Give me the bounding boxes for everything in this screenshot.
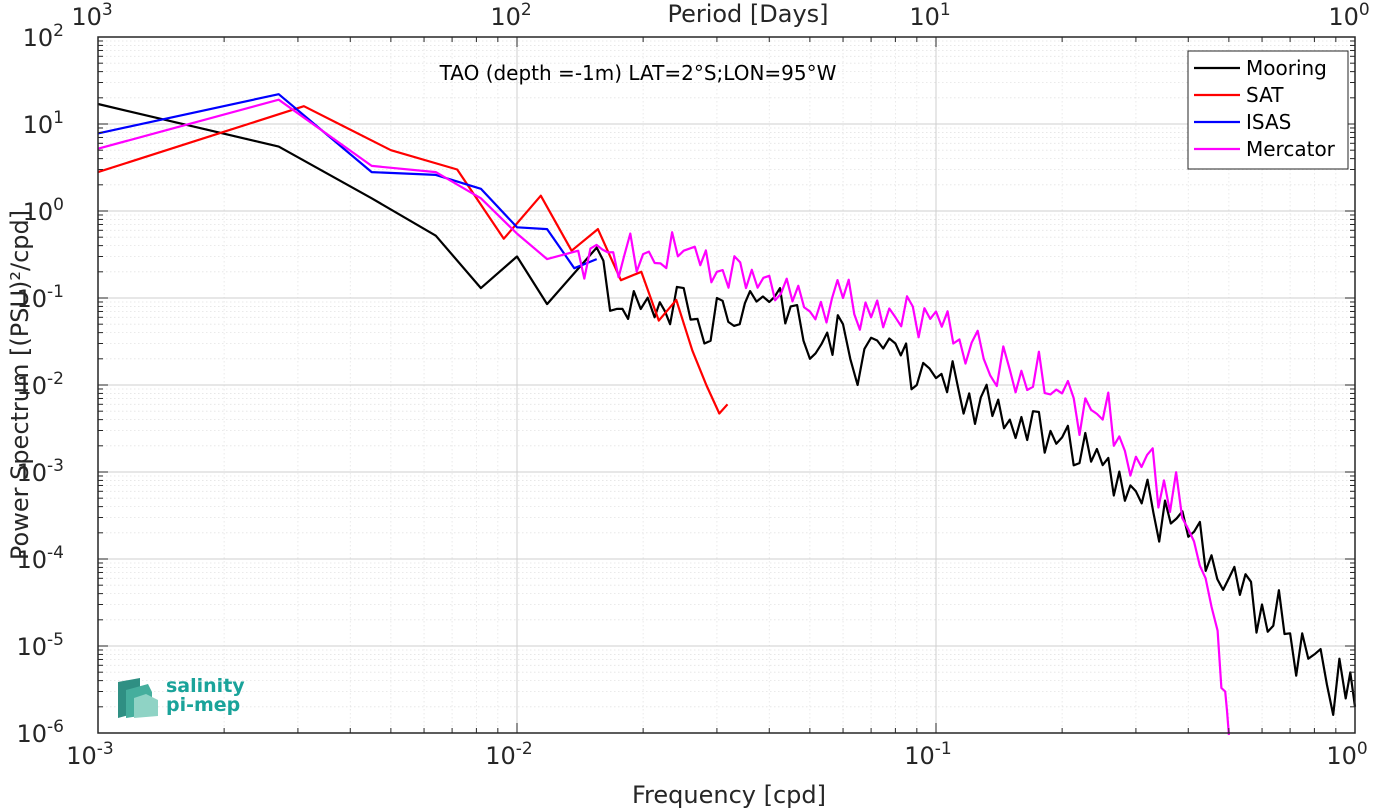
- series-line-mooring: [97, 102, 1357, 716]
- y-tick-label: 101: [23, 108, 64, 139]
- top-tick-label: 103: [71, 0, 112, 31]
- chart-title: TAO (depth =-1m) LAT=2°S;LON=95°W: [439, 61, 837, 85]
- x-tick-label: 10-2: [485, 739, 533, 770]
- top-tick-label: 102: [490, 0, 531, 31]
- legend: Mooring SAT ISAS Mercator: [1187, 50, 1349, 170]
- top-axis-label: Period [Days]: [667, 0, 828, 28]
- series-line-sat: [97, 105, 729, 415]
- logo-text-pi-mep: pi-mep: [166, 694, 240, 716]
- ticks: [97, 37, 1355, 734]
- legend-label-isas: ISAS: [1246, 110, 1291, 134]
- x-tick-label: 10-1: [904, 739, 952, 770]
- legend-label-sat: SAT: [1246, 83, 1284, 107]
- y-tick-label: 102: [23, 21, 64, 52]
- logo-mark-front: [134, 694, 158, 718]
- y-tick-label: 10-3: [17, 456, 65, 487]
- x-axis-label: Frequency [cpd]: [632, 781, 826, 809]
- y-tick-label: 10-5: [17, 630, 65, 661]
- y-tick-label: 10-1: [17, 282, 65, 313]
- top-tick-label: 101: [909, 0, 950, 31]
- legend-label-mooring: Mooring: [1246, 56, 1327, 80]
- y-tick-label: 10-4: [17, 543, 65, 574]
- y-tick-label: 100: [23, 195, 64, 226]
- logo-text-salinity: salinity: [166, 675, 245, 697]
- y-axis-label: Power Spectrum [(PSU)²/cpd]: [6, 210, 34, 560]
- series-group: [97, 93, 1357, 736]
- series-line-mercator: [97, 98, 1230, 736]
- x-tick-label: 100: [1326, 739, 1367, 770]
- top-tick-label: 100: [1328, 0, 1369, 31]
- x-tick-label: 10-3: [66, 739, 114, 770]
- y-tick-label: 10-6: [17, 717, 65, 748]
- y-tick-label: 10-2: [17, 369, 65, 400]
- salinity-pi-mep-logo: salinity pi-mep: [118, 675, 245, 718]
- legend-label-mercator: Mercator: [1246, 137, 1336, 161]
